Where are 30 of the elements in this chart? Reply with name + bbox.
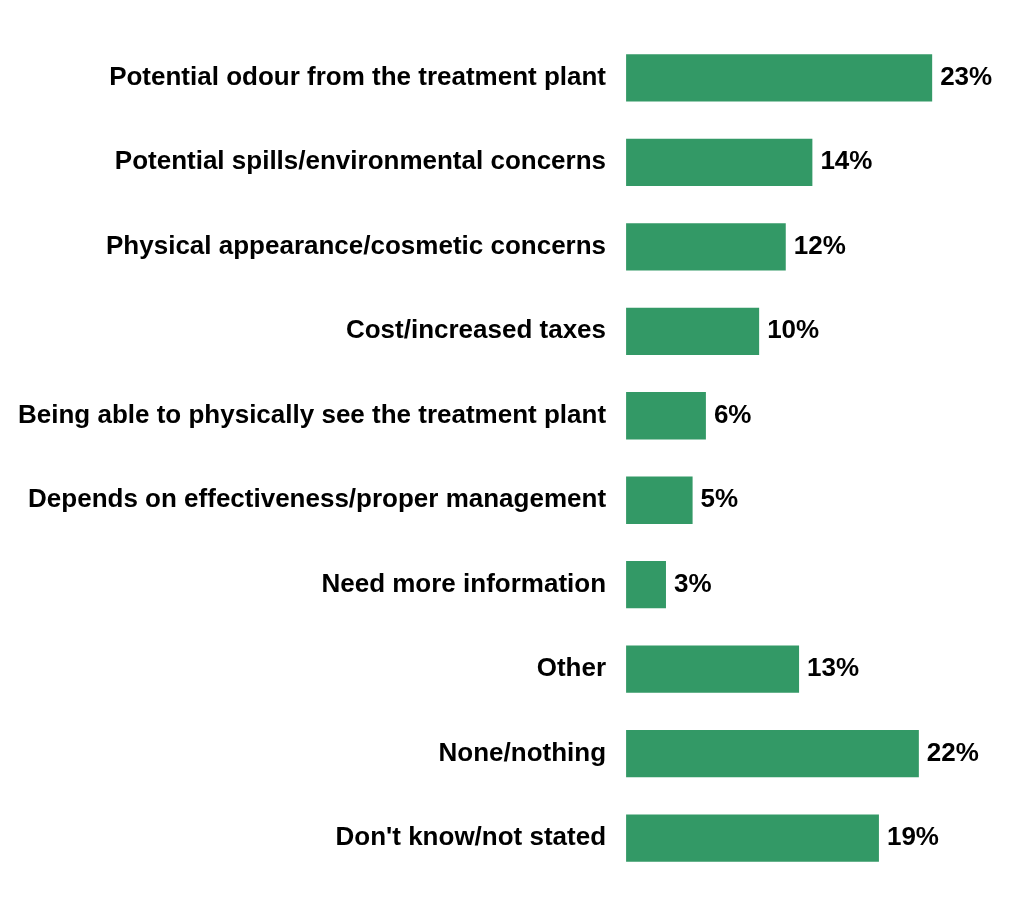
- bar: [626, 307, 760, 355]
- bar: [626, 54, 933, 102]
- bar: [626, 730, 919, 778]
- data-label: 6%: [713, 398, 752, 429]
- bar: [626, 392, 706, 440]
- y-tick-label: Potential spills/environmental concerns: [114, 145, 607, 176]
- y-tick-label: Depends on effectiveness/proper management: [28, 483, 607, 514]
- bar: [626, 223, 786, 271]
- data-label: 19%: [886, 821, 939, 852]
- bar: [626, 561, 666, 609]
- data-label: 23%: [940, 61, 993, 92]
- data-label: 14%: [820, 145, 873, 176]
- y-tick-label: Potential odour from the treatment plant: [109, 61, 607, 92]
- bar: [626, 645, 800, 693]
- y-tick-label: Cost/increased taxes: [345, 314, 607, 345]
- data-label: 3%: [673, 567, 712, 598]
- y-tick-label: Don't know/not stated: [335, 821, 607, 852]
- y-tick-label: Need more information: [321, 567, 607, 598]
- y-tick-label: Other: [536, 652, 607, 683]
- y-tick-label: Being able to physically see the treatment plant: [18, 398, 607, 429]
- data-label: 13%: [807, 652, 860, 683]
- bar: [626, 476, 693, 524]
- data-label: 12%: [793, 229, 846, 260]
- y-tick-label: Physical appearance/cosmetic concerns: [106, 229, 607, 260]
- y-tick-label: None/nothing: [438, 736, 607, 767]
- data-label: 10%: [767, 314, 820, 345]
- bar: [626, 138, 813, 186]
- data-label: 5%: [700, 483, 739, 514]
- data-label: 22%: [926, 736, 979, 767]
- bar: [626, 814, 879, 862]
